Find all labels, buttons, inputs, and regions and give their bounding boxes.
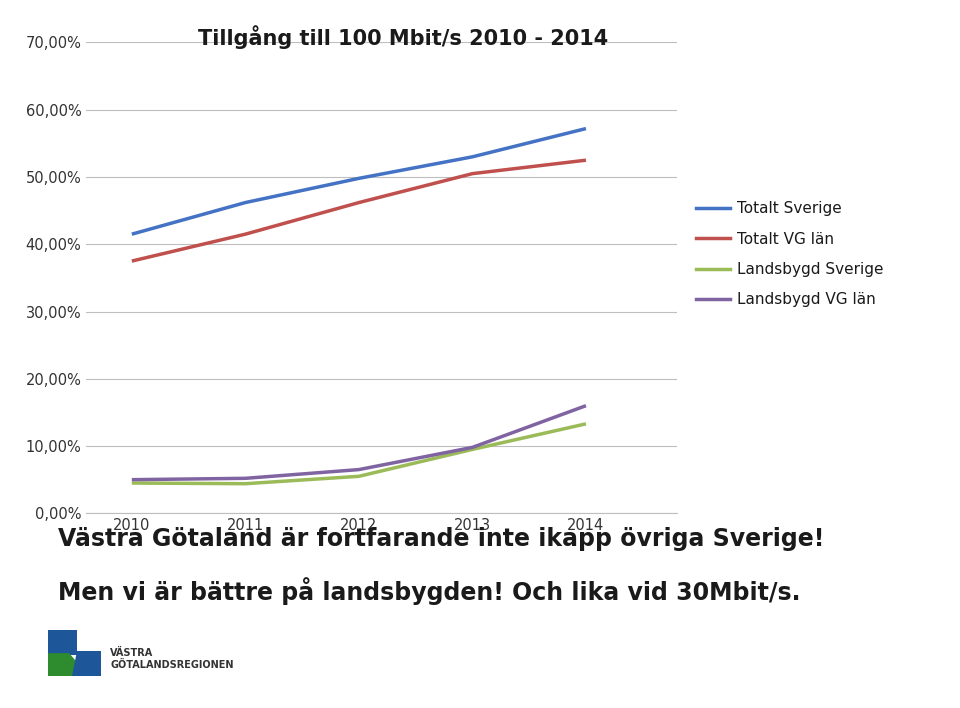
- Legend: Totalt Sverige, Totalt VG län, Landsbygd Sverige, Landsbygd VG län: Totalt Sverige, Totalt VG län, Landsbygd…: [696, 202, 884, 307]
- Polygon shape: [72, 651, 101, 676]
- Polygon shape: [48, 630, 77, 656]
- Text: Tillgång till 100 Mbit/s 2010 - 2014: Tillgång till 100 Mbit/s 2010 - 2014: [198, 25, 609, 49]
- Text: Västra Götaland är fortfarande inte ikapp övriga Sverige!: Västra Götaland är fortfarande inte ikap…: [58, 527, 824, 552]
- Text: VÄSTRA
GÖTALANDSREGIONEN: VÄSTRA GÖTALANDSREGIONEN: [110, 648, 234, 670]
- Text: Men vi är bättre på landsbygden! Och lika vid 30Mbit/s.: Men vi är bättre på landsbygden! Och lik…: [58, 577, 800, 605]
- Polygon shape: [48, 653, 77, 676]
